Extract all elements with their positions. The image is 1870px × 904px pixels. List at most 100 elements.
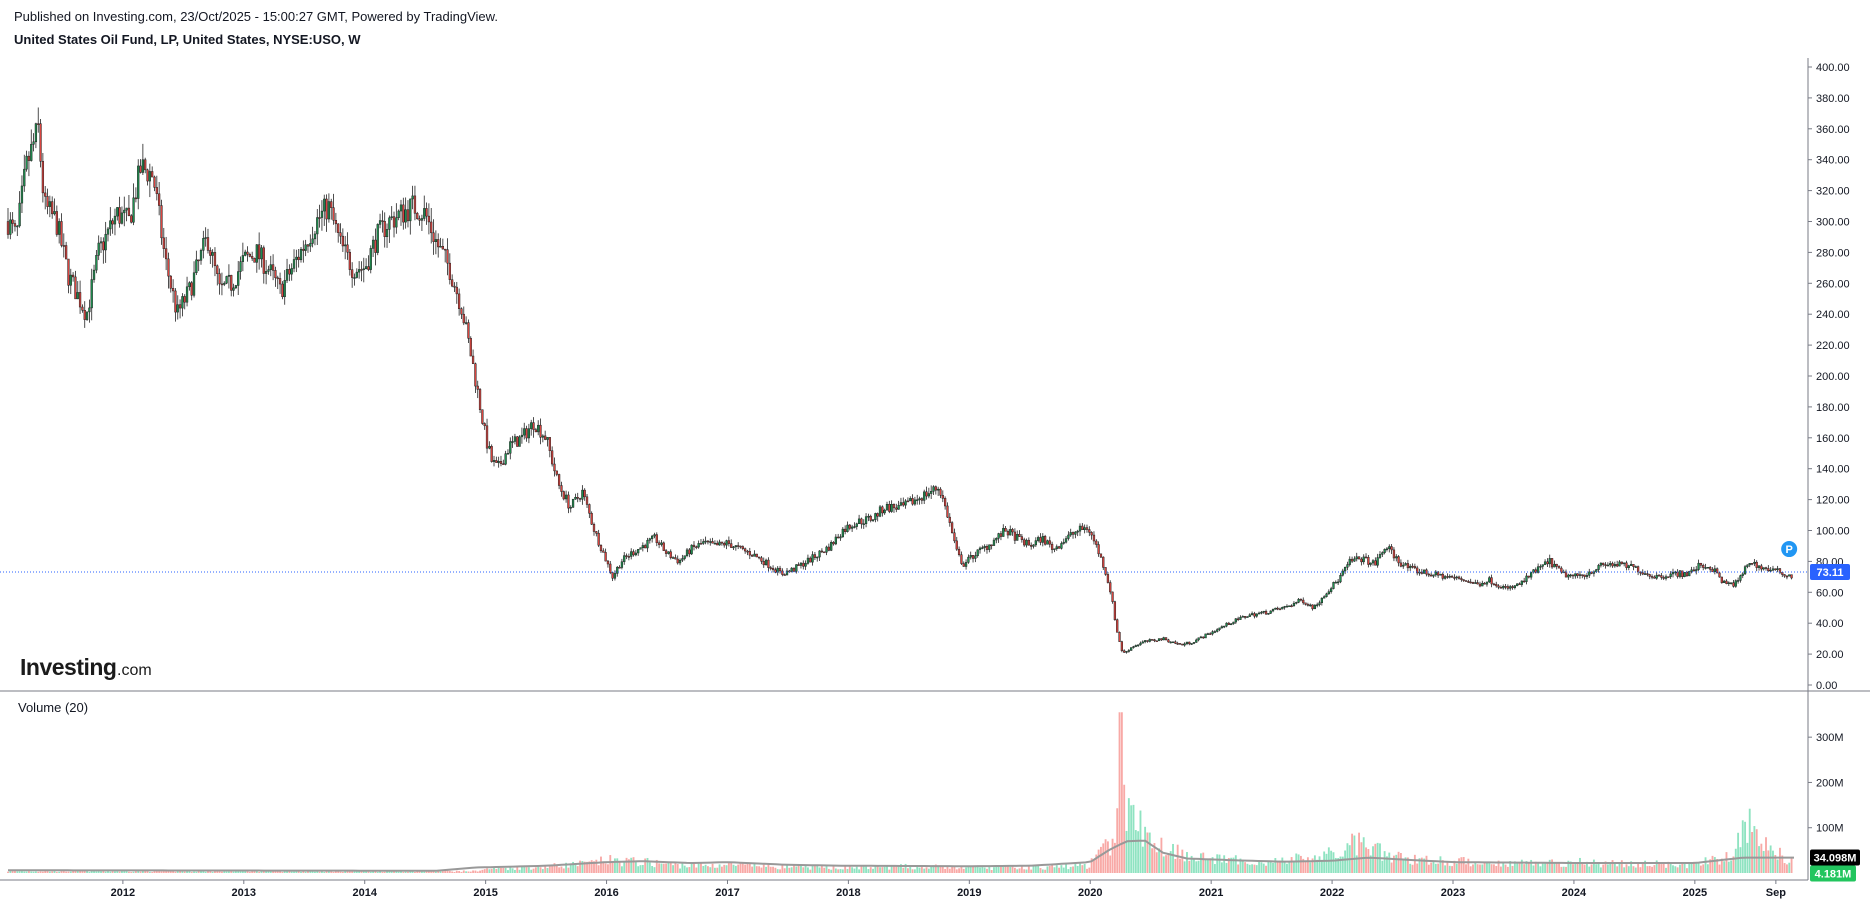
volume-bar-up	[344, 871, 347, 873]
volume-bar-up	[1679, 864, 1681, 873]
volume-bar-down	[1504, 864, 1507, 873]
candle-down	[1457, 576, 1461, 579]
volume-bar-down	[134, 871, 137, 873]
volume-bar-down	[407, 871, 409, 873]
volume-bar-up	[879, 867, 881, 873]
candle-down	[1113, 601, 1117, 620]
volume-bar-up	[965, 867, 967, 873]
volume-bar-down	[60, 870, 63, 873]
candle-down	[334, 220, 338, 225]
candle-down	[27, 155, 31, 161]
time-tick-label: 2018	[836, 887, 860, 899]
volume-bar-up	[1567, 860, 1570, 873]
volume-bar-up	[1272, 862, 1274, 873]
volume-bar-down	[1534, 861, 1537, 873]
volume-bar-up	[1248, 864, 1251, 873]
candle-up	[1292, 602, 1296, 607]
candle-down	[1581, 574, 1584, 576]
volume-bar-down	[1490, 864, 1493, 873]
candle-up	[855, 523, 858, 527]
candle-up	[1378, 554, 1382, 558]
volume-bar-up	[1320, 860, 1323, 873]
logo-domain: .com	[117, 662, 152, 679]
candle-down	[1081, 525, 1084, 530]
candle-down	[274, 270, 277, 279]
volume-bar-up	[488, 869, 491, 873]
volume-bar-up	[1079, 863, 1081, 873]
volume-bar-up	[507, 870, 509, 873]
candle-up	[878, 506, 882, 517]
price-tick-label: 360.00	[1816, 124, 1850, 136]
volume-bar-up	[255, 871, 258, 873]
candle-up	[264, 271, 268, 274]
candle-up	[871, 519, 875, 521]
candle-up	[1736, 580, 1740, 582]
volume-bar-down	[948, 868, 951, 873]
volume-bar-up	[1353, 835, 1356, 873]
candle-down	[1646, 573, 1649, 575]
candle-up	[1316, 604, 1319, 606]
volume-bar-up	[1386, 856, 1388, 873]
candle-up	[1216, 629, 1219, 632]
volume-bar-up	[232, 871, 235, 873]
volume-bar-down	[611, 861, 614, 873]
candle-up	[1520, 580, 1523, 585]
volume-bar-down	[1174, 858, 1177, 873]
candle-up	[344, 244, 347, 247]
volume-bar-down	[658, 863, 661, 873]
candle-up	[227, 274, 231, 277]
candle-up	[423, 208, 426, 219]
volume-bar-down	[427, 871, 430, 873]
candle-down	[1702, 564, 1705, 568]
volume-bar-up	[1318, 856, 1321, 873]
volume-bar-up	[1574, 862, 1577, 873]
candle-down	[555, 470, 558, 475]
candle-up	[916, 499, 919, 501]
volume-bar-down	[1253, 864, 1256, 873]
candle-up	[681, 558, 684, 561]
candle-down	[1446, 576, 1449, 578]
candle-up	[1127, 650, 1130, 652]
volume-bar-down	[1227, 857, 1230, 873]
volume-bar-down	[79, 870, 82, 873]
candle-down	[1367, 557, 1370, 565]
volume-bar-down	[111, 871, 114, 873]
volume-bar-up	[107, 871, 109, 873]
volume-bar-up	[58, 871, 61, 873]
candle-up	[137, 165, 140, 199]
volume-bar-up	[1644, 860, 1647, 873]
candle-down	[1692, 569, 1696, 572]
volume-bar-up	[1132, 804, 1135, 873]
volume-bar-down	[367, 871, 370, 873]
candle-up	[1509, 586, 1512, 589]
candle-down	[944, 498, 947, 507]
volume-bar-down	[695, 867, 698, 873]
volume-bar-up	[1286, 863, 1288, 873]
volume-bar-down	[216, 871, 219, 873]
price-tick-label: 60.00	[1816, 587, 1844, 599]
price-tick-label: 240.00	[1816, 309, 1850, 321]
volume-bar-up	[927, 868, 930, 873]
volume-bar-up	[1762, 850, 1765, 873]
volume-bar-up	[841, 869, 844, 873]
candle-down	[44, 192, 47, 197]
candle-up	[1171, 641, 1175, 644]
candle-up	[1536, 566, 1540, 573]
candle-down	[655, 534, 658, 544]
candle-up	[1574, 573, 1577, 577]
volume-bar-down	[83, 870, 86, 873]
candle-up	[260, 247, 263, 260]
volume-bar-down	[1086, 868, 1088, 873]
volume-bar-up	[1288, 861, 1291, 873]
candle-down	[1560, 567, 1563, 573]
candle-up	[76, 292, 79, 300]
price-tick-label: 180.00	[1816, 402, 1850, 414]
candle-up	[704, 540, 707, 543]
candle-down	[1416, 567, 1419, 574]
candle-down	[744, 548, 747, 552]
candle-up	[511, 441, 514, 443]
volume-bar-up	[1313, 855, 1316, 873]
candle-up	[646, 540, 649, 549]
volume-bar-down	[544, 866, 547, 873]
